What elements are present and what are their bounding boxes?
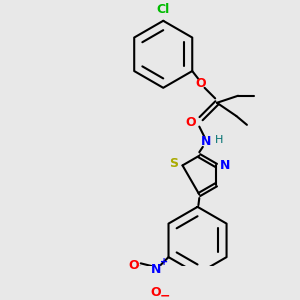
Text: Cl: Cl (157, 3, 170, 16)
Text: O: O (185, 116, 196, 129)
Text: O: O (196, 77, 206, 90)
Text: N: N (151, 263, 161, 276)
Text: N: N (220, 159, 230, 172)
Text: H: H (214, 135, 223, 145)
Text: O: O (128, 259, 139, 272)
Text: −: − (160, 290, 170, 300)
Text: O: O (151, 286, 161, 299)
Text: S: S (169, 157, 178, 170)
Text: +: + (160, 256, 168, 266)
Text: N: N (201, 135, 212, 148)
